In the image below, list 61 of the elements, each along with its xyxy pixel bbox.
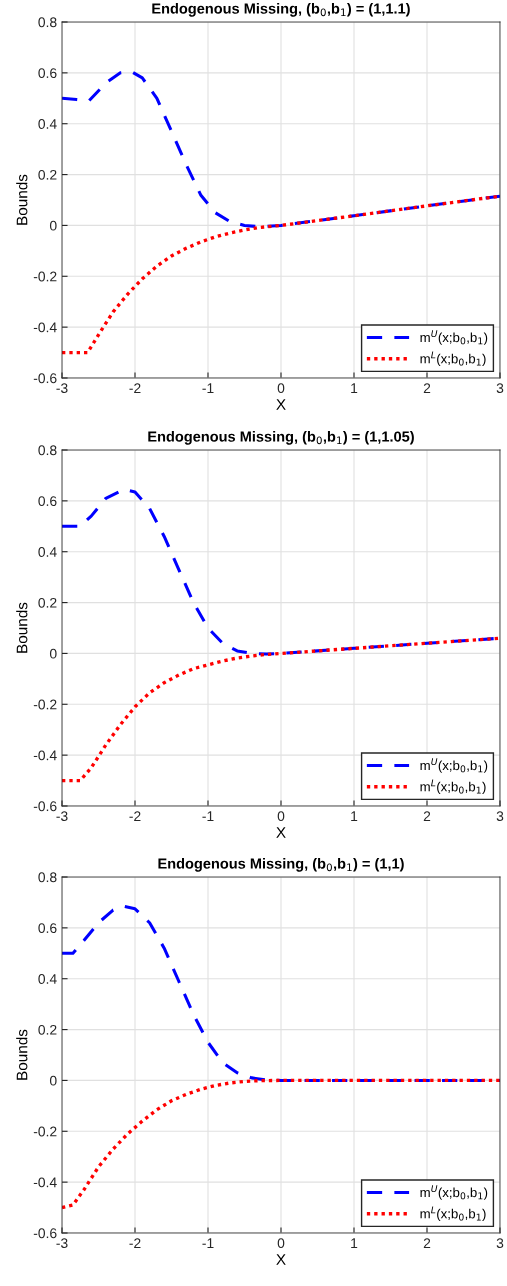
y-tick-label: 0 bbox=[49, 648, 57, 659]
x-tick-label: 2 bbox=[423, 811, 431, 821]
x-tick-label: 1 bbox=[351, 383, 358, 393]
x-tick-label: 0 bbox=[277, 811, 285, 822]
y-tick-label: -0.4 bbox=[33, 1177, 57, 1188]
x-tick-label: 2 bbox=[423, 1238, 431, 1248]
y-tick-label: 0 bbox=[49, 220, 57, 231]
x-tick-label: 3 bbox=[496, 1238, 504, 1249]
x-tick-label: -2 bbox=[129, 811, 141, 821]
y-tick-label: 0.2 bbox=[38, 169, 57, 180]
legend-label: m$^{U}$(x;b$_{0}$,b$_{1}$) bbox=[420, 330, 488, 345]
y-tick-label: -0.4 bbox=[33, 322, 57, 333]
y-tick-label: 0.4 bbox=[38, 547, 57, 557]
x-tick-label: -3 bbox=[56, 383, 68, 394]
y-tick-label: 0 bbox=[49, 1075, 57, 1086]
legend-label: m$^{L}$(x;b$_{0}$,b$_{1}$) bbox=[420, 779, 486, 794]
x-tick-label: -2 bbox=[129, 1238, 141, 1248]
legend-label: m$^{U}$(x;b$_{0}$,b$_{1}$) bbox=[420, 1185, 488, 1200]
line-series bbox=[62, 70, 500, 229]
x-tick-label: 1 bbox=[351, 1238, 358, 1248]
y-tick-label: 0.6 bbox=[38, 923, 57, 934]
y-tick-label: -0.4 bbox=[33, 750, 57, 761]
y-tick-label: 0.8 bbox=[38, 445, 57, 456]
x-tick-label: -2 bbox=[129, 383, 141, 393]
y-axis-title: Bounds bbox=[16, 602, 28, 653]
y-tick-label: 0.6 bbox=[38, 496, 57, 507]
y-tick-label: 0.4 bbox=[38, 119, 57, 129]
chart-title: Endogenous Missing, (b$_{0}$,b$_{1}$) = (1,1) bbox=[158, 858, 404, 872]
y-tick-label: 0.2 bbox=[38, 597, 57, 608]
legend-label: m$^{U}$(x;b$_{0}$,b$_{1}$) bbox=[420, 758, 488, 773]
x-axis-title: X bbox=[276, 1254, 286, 1265]
x-tick-label: 0 bbox=[277, 383, 285, 394]
x-axis-title: X bbox=[276, 827, 286, 838]
y-tick-label: -0.6 bbox=[33, 1228, 57, 1239]
y-tick-label: -0.2 bbox=[33, 271, 57, 282]
x-tick-label: -3 bbox=[56, 811, 68, 822]
y-tick-label: 0.8 bbox=[38, 17, 57, 28]
chart-title: Endogenous Missing, (b$_{0}$,b$_{1}$) = (1,1.05) bbox=[148, 431, 414, 445]
x-tick-label: 0 bbox=[277, 1238, 285, 1249]
y-tick-label: 0.2 bbox=[38, 1024, 57, 1035]
y-tick-label: -0.6 bbox=[33, 373, 57, 384]
x-tick-label: 2 bbox=[423, 383, 431, 393]
x-tick-label: -1 bbox=[202, 383, 214, 393]
x-tick-label: 1 bbox=[351, 811, 358, 821]
y-tick-label: -0.6 bbox=[33, 801, 57, 812]
x-axis-title: X bbox=[276, 399, 286, 410]
y-axis-title: Bounds bbox=[16, 174, 28, 225]
legend-label: m$^{L}$(x;b$_{0}$,b$_{1}$) bbox=[420, 351, 486, 366]
x-tick-label: -1 bbox=[202, 1238, 214, 1248]
y-tick-label: 0.8 bbox=[38, 872, 57, 883]
chart-title: Endogenous Missing, (b$_{0}$,b$_{1}$) = (1,1.1) bbox=[152, 3, 410, 17]
x-tick-label: 3 bbox=[496, 811, 504, 822]
legend-label: m$^{L}$(x;b$_{0}$,b$_{1}$) bbox=[420, 1206, 486, 1221]
x-tick-label: -3 bbox=[56, 1238, 68, 1249]
x-tick-label: 3 bbox=[496, 383, 504, 394]
x-tick-label: -1 bbox=[202, 811, 214, 821]
y-tick-label: 0.6 bbox=[38, 68, 57, 79]
y-tick-label: 0.4 bbox=[38, 974, 57, 984]
y-tick-label: -0.2 bbox=[33, 699, 57, 710]
y-tick-label: -0.2 bbox=[33, 1126, 57, 1137]
y-axis-title: Bounds bbox=[16, 1029, 28, 1080]
